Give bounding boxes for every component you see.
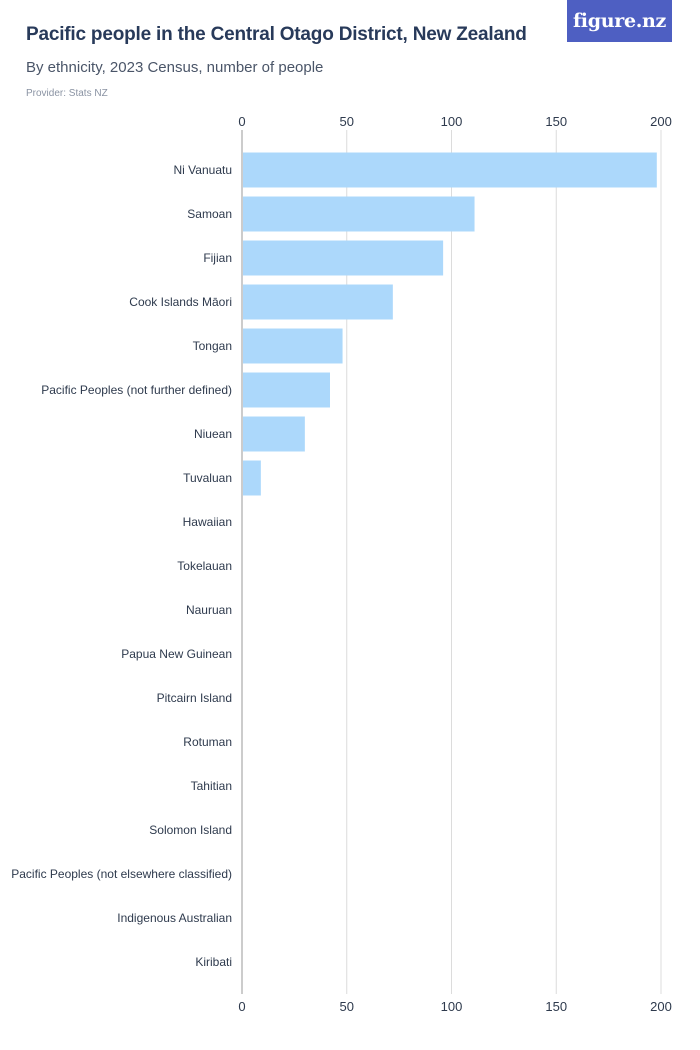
x-tick-top-0: 0 xyxy=(238,114,245,129)
x-tick-bottom-0: 0 xyxy=(238,999,245,1014)
x-tick-bottom-100: 100 xyxy=(441,999,463,1014)
x-tick-bottom-150: 150 xyxy=(545,999,567,1014)
bar-ni-vanuatu[interactable] xyxy=(243,152,657,188)
bar-tuvaluan[interactable] xyxy=(243,460,261,496)
bar-niuean[interactable] xyxy=(243,416,305,452)
provider-credit: Provider: Stats NZ xyxy=(26,88,108,99)
x-tick-top-50: 50 xyxy=(340,114,354,129)
category-label: Tuvaluan xyxy=(183,471,232,485)
category-label: Nauruan xyxy=(186,603,232,617)
category-label: Indigenous Australian xyxy=(117,911,232,925)
chart-subtitle: By ethnicity, 2023 Census, number of peo… xyxy=(26,59,324,76)
category-label: Tongan xyxy=(193,339,232,353)
category-label: Samoan xyxy=(187,207,232,221)
category-labels: Ni Vanuatu Samoan Fijian Cook Islands Māori… xyxy=(11,163,232,969)
x-tick-top-150: 150 xyxy=(545,114,567,129)
bar-tongan[interactable] xyxy=(243,328,343,364)
gridlines xyxy=(241,130,662,994)
bar-cook-islands-m-ori[interactable] xyxy=(243,284,393,320)
x-tick-top-200: 200 xyxy=(650,114,672,129)
category-label: Tahitian xyxy=(191,779,232,793)
category-label: Hawaiian xyxy=(183,515,232,529)
category-label: Rotuman xyxy=(183,735,232,749)
figure-nz-logo[interactable]: figure.nz xyxy=(567,0,672,42)
category-label: Cook Islands Māori xyxy=(129,295,232,309)
tick-labels: 0 0 50 50 100 100 150 150 200 200 xyxy=(238,114,671,1014)
category-label: Tokelauan xyxy=(177,559,232,573)
category-label: Kiribati xyxy=(195,955,232,969)
category-label: Papua New Guinean xyxy=(121,647,232,661)
category-label: Fijian xyxy=(203,251,232,265)
x-tick-bottom-50: 50 xyxy=(340,999,354,1014)
category-label: Niuean xyxy=(194,427,232,441)
chart-title: Pacific people in the Central Otago Dist… xyxy=(26,24,527,45)
category-label: Solomon Island xyxy=(149,823,232,837)
category-label: Pacific Peoples (not further defined) xyxy=(41,383,232,397)
bars xyxy=(243,152,657,496)
category-label: Pacific Peoples (not elsewhere classifie… xyxy=(11,867,232,881)
x-tick-bottom-200: 200 xyxy=(650,999,672,1014)
x-tick-top-100: 100 xyxy=(441,114,463,129)
category-label: Pitcairn Island xyxy=(157,691,232,705)
category-label: Ni Vanuatu xyxy=(174,163,232,177)
bar-pacific-peoples-not-further-defined[interactable] xyxy=(243,372,330,408)
bar-fijian[interactable] xyxy=(243,240,444,276)
bar-samoan[interactable] xyxy=(243,196,475,232)
